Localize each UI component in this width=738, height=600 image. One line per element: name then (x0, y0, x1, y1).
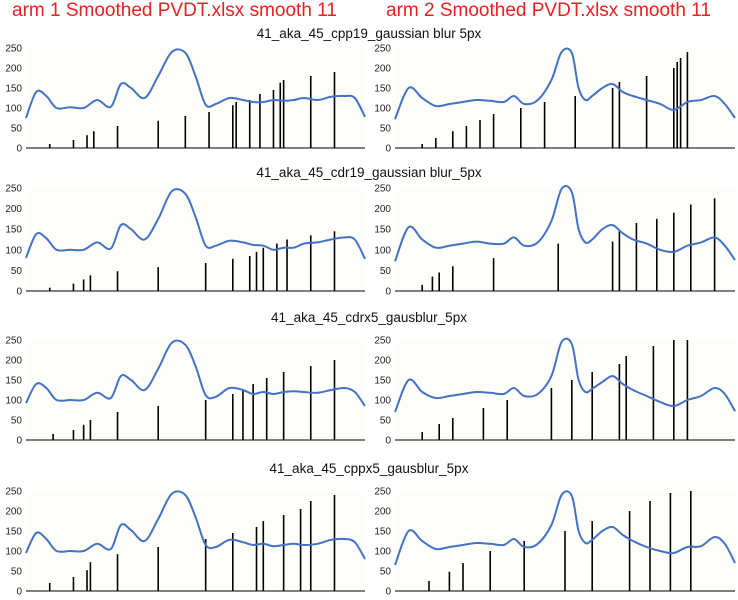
y-tick-label: 150 (5, 225, 22, 236)
smoothed-line (394, 47, 736, 120)
y-tick-label: 250 (374, 184, 391, 195)
smoothed-line (25, 490, 366, 560)
y-tick-label: 200 (5, 64, 22, 75)
y-tick-label: 0 (385, 436, 391, 447)
chart-title-row-2: 41_aka_45_cdr19_gaussian blur_5px (256, 165, 482, 180)
smoothed-line (25, 339, 366, 407)
y-tick-label: 200 (374, 507, 391, 518)
y-tick-label: 150 (374, 225, 391, 236)
smoothed-line (394, 490, 736, 566)
y-tick-label: 200 (374, 356, 391, 367)
plot-area (26, 340, 365, 440)
chart-arm1-cpp19: 0 50 100 150 200 250 (5, 44, 366, 155)
y-tick-label: 50 (11, 266, 23, 277)
y-tick-label: 50 (380, 266, 392, 277)
y-tick-label: 100 (5, 547, 22, 558)
y-tick-label: 150 (5, 527, 22, 538)
plot-area (395, 48, 735, 148)
chart-arm2-cdr19: 0 50 100 150 200 250 (374, 184, 736, 298)
chart-arm2-cpp19: 0 50 100 150 200 250 (374, 44, 736, 155)
y-tick-label: 250 (374, 44, 391, 55)
y-tick-label: 200 (5, 507, 22, 518)
chart-arm2-cppx5: 0 50 100 150 200 250 (374, 487, 736, 598)
y-tick-label: 50 (380, 124, 392, 135)
plot-area (395, 188, 735, 291)
smoothed-line (25, 48, 366, 119)
y-tick-label: 50 (380, 416, 392, 427)
y-tick-label: 100 (374, 245, 391, 256)
y-tick-label: 100 (374, 104, 391, 115)
y-tick-label: 0 (385, 587, 391, 598)
chart-arm1-cdr19: 0 50 100 150 200 250 (5, 184, 366, 298)
y-tick-label: 0 (385, 144, 391, 155)
y-tick-label: 100 (374, 396, 391, 407)
y-tick-label: 250 (374, 487, 391, 498)
y-tick-label: 150 (5, 84, 22, 95)
chart-title-row-1: 41_aka_45_cpp19_gaussian blur 5px (256, 26, 482, 41)
y-tick-label: 0 (16, 436, 22, 447)
y-tick-label: 200 (374, 204, 391, 215)
chart-title-row-3: 41_aka_45_cdrx5_gausblur_5px (271, 310, 467, 325)
arm1-title: arm 1 Smoothed PVDT.xlsx smooth 11 (12, 0, 337, 21)
chart-arm2-cdrx5: 0 50 100 150 200 250 (374, 336, 736, 447)
y-tick-label: 0 (16, 144, 22, 155)
y-tick-label: 250 (5, 184, 22, 195)
y-tick-label: 100 (5, 396, 22, 407)
smoothed-line (25, 188, 366, 260)
chart-arm1-cdrx5: 0 50 100 150 200 250 (5, 336, 366, 447)
chart-title-row-4: 41_aka_45_cppx5_gausblur_5px (269, 461, 469, 476)
y-tick-label: 150 (5, 376, 22, 387)
y-tick-label: 200 (374, 64, 391, 75)
arm2-title: arm 2 Smoothed PVDT.xlsx smooth 11 (386, 0, 711, 21)
y-tick-label: 0 (385, 287, 391, 298)
y-tick-label: 250 (5, 487, 22, 498)
plot-area (395, 340, 735, 440)
smoothed-line (394, 337, 736, 413)
plot-area (26, 188, 365, 291)
y-tick-label: 100 (5, 104, 22, 115)
y-tick-label: 250 (5, 44, 22, 55)
y-tick-label: 150 (374, 376, 391, 387)
y-tick-label: 0 (16, 287, 22, 298)
y-tick-label: 200 (5, 204, 22, 215)
y-tick-label: 150 (374, 84, 391, 95)
y-tick-label: 200 (5, 356, 22, 367)
smoothed-line (394, 184, 736, 262)
y-tick-label: 100 (374, 547, 391, 558)
y-tick-label: 100 (5, 245, 22, 256)
chart-arm1-cppx5: 0 50 100 150 200 250 (5, 487, 366, 598)
y-tick-label: 50 (11, 416, 23, 427)
y-tick-label: 150 (374, 527, 391, 538)
y-tick-label: 250 (5, 336, 22, 347)
y-tick-label: 250 (374, 336, 391, 347)
plot-area (26, 48, 365, 148)
y-tick-label: 50 (11, 124, 23, 135)
y-tick-label: 50 (380, 567, 392, 578)
plot-area (26, 491, 365, 591)
y-tick-label: 0 (16, 587, 22, 598)
y-tick-label: 50 (11, 567, 23, 578)
